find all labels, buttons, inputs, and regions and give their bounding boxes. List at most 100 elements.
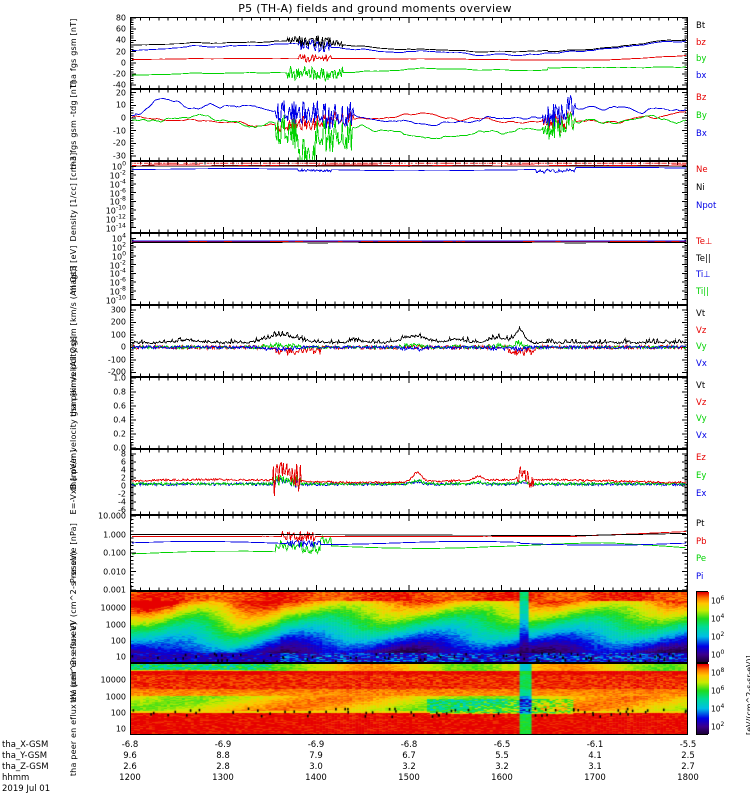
y-tick-label: 6 [120, 457, 126, 467]
panel-peir-velocity [130, 305, 688, 377]
legend-item-Te: Te|| [696, 253, 711, 264]
legend-item-Ti: Ti|| [696, 286, 710, 297]
y-tick-label: 10-2 [109, 259, 126, 270]
legend-item-Ne: Ne [696, 165, 708, 175]
y-tick-label: 60 [115, 24, 126, 34]
y-tick-label: 0.8 [113, 387, 126, 397]
panel-pressure [130, 515, 688, 591]
y-tick-label: 104 [111, 233, 126, 244]
ephemeris-value: 4.1 [588, 751, 602, 761]
colorbar-tick-label: 100 [711, 648, 725, 660]
y-tick-label: 0 [120, 342, 126, 352]
legend-item-Te: Te⊥ [696, 237, 713, 247]
y-tick-label: 100 [111, 250, 126, 262]
colorbar-tick-label: 102 [711, 720, 725, 732]
y-tick-label: 100 [111, 161, 126, 172]
ephemeris-value: 1200 [119, 773, 141, 783]
ephemeris-value: 1800 [677, 773, 699, 783]
ephemeris-value: -6.8 [121, 740, 139, 750]
y-tick-label: 300 [110, 305, 126, 315]
y-tick-label: 1000 [105, 620, 126, 630]
y-tick-label: 2 [120, 473, 126, 483]
y-tick-label: 20 [115, 88, 126, 98]
ephemeris-value: -5.5 [679, 740, 697, 750]
ephemeris-value: -6.8 [400, 740, 418, 750]
colorbar-tick-label: 104 [711, 612, 725, 624]
spectrogram-canvas [131, 592, 687, 662]
y-tick-label: 20 [115, 47, 126, 57]
colorbar-peer-eflux [696, 663, 709, 735]
y-tick-label: -6 [118, 505, 126, 515]
colorbar-canvas [697, 664, 709, 734]
spectrogram-peir-eflux [130, 591, 688, 663]
y-tick-label: 10-8 [109, 196, 126, 207]
y-tick-label: 200 [110, 317, 126, 327]
legend-item-Npot: Npot [696, 201, 717, 211]
ephemeris-value: -6.9 [307, 740, 325, 750]
legend-item-Vy: Vy [696, 414, 707, 424]
y-tick-label: 1000 [105, 692, 126, 702]
y-tick-label: 10-4 [109, 268, 126, 279]
legend-item-bx: bx [696, 70, 707, 81]
panel-efield [130, 449, 688, 515]
y-tick-label: 8 [120, 449, 126, 459]
ephemeris-value: -6.1 [586, 740, 604, 750]
legend-item-Vx: Vx [696, 358, 707, 369]
colorbar-tick-label: 106 [711, 594, 725, 606]
y-tick-label: 10-6 [109, 276, 126, 288]
y-tick-label: 10 [115, 652, 126, 662]
ephemeris-row-label-hhmm: hhmm [2, 773, 30, 783]
y-tick-label: 0 [120, 481, 126, 491]
ephemeris-value: 2.8 [216, 762, 230, 772]
y-tick-label: -100 [107, 355, 126, 365]
colorbar-tick-label: 102 [711, 630, 725, 642]
y-axis-label-density: Density [1/cc] [cm-3] [69, 152, 78, 242]
spectrogram-peer-eflux [130, 663, 688, 735]
ephemeris-value: 2.6 [123, 762, 137, 772]
y-tick-label: 100 [110, 708, 126, 718]
y-tick-label: -20 [112, 69, 126, 79]
y-tick-label: 80 [115, 13, 126, 23]
y-tick-label: 0.100 [103, 548, 126, 558]
legend-item-Ey: Ey [696, 471, 707, 481]
y-tick-label: 102 [111, 241, 126, 253]
y-tick-label: 0 [120, 58, 126, 68]
y-tick-label: 10.000 [98, 511, 126, 521]
y-tick-label: 0.4 [113, 415, 126, 425]
y-tick-label: 10-10 [105, 204, 126, 216]
legend-item-Ni: Ni [696, 183, 705, 193]
colorbar-canvas [697, 592, 709, 662]
ephemeris-value: 1400 [305, 773, 327, 783]
y-tick-label: 10000 [100, 675, 126, 685]
legend-item-Vt: Vt [696, 381, 706, 391]
legend-item-Bt: Bt [696, 21, 706, 31]
ephemeris-value: 1500 [398, 773, 420, 783]
y-tick-label: 10-10 [105, 294, 126, 305]
y-tick-label: 0.2 [113, 429, 126, 439]
y-tick-label: 0.001 [103, 585, 126, 595]
ephemeris-value: 1300 [212, 773, 234, 783]
ephemeris-row-label-tha_X-GSM: tha_X-GSM [2, 740, 49, 750]
legend-item-By: By [696, 111, 707, 121]
y-axis-label-fgs-gsm: tha fgs gsm [nT] [69, 18, 78, 88]
y-tick-label: 100 [110, 330, 126, 340]
ephemeris-value: 7.9 [309, 751, 323, 761]
colorbar-tick-label: 106 [711, 684, 725, 696]
ephemeris-value: 3.2 [402, 762, 416, 772]
y-tick-label: 1.0 [113, 373, 126, 383]
y-tick-label: 10 [115, 100, 126, 110]
legend-item-Ez: Ez [696, 453, 706, 463]
colorbar-peir-eflux [696, 591, 709, 663]
ephemeris-value: 5.5 [495, 751, 509, 761]
panel-temperature [130, 233, 688, 305]
legend-item-by: by [696, 54, 707, 64]
y-axis-label-efield: E=-VxB [mV/m] [69, 449, 78, 515]
panel-density [130, 161, 688, 233]
y-tick-label: 0 [120, 113, 126, 123]
colorbar-tick-label: 104 [711, 702, 725, 714]
y-tick-label: -4 [118, 497, 126, 507]
legend-item-Vx: Vx [696, 430, 707, 441]
legend-item-Vz: Vz [696, 397, 707, 408]
y-tick-label: 100 [110, 636, 126, 646]
